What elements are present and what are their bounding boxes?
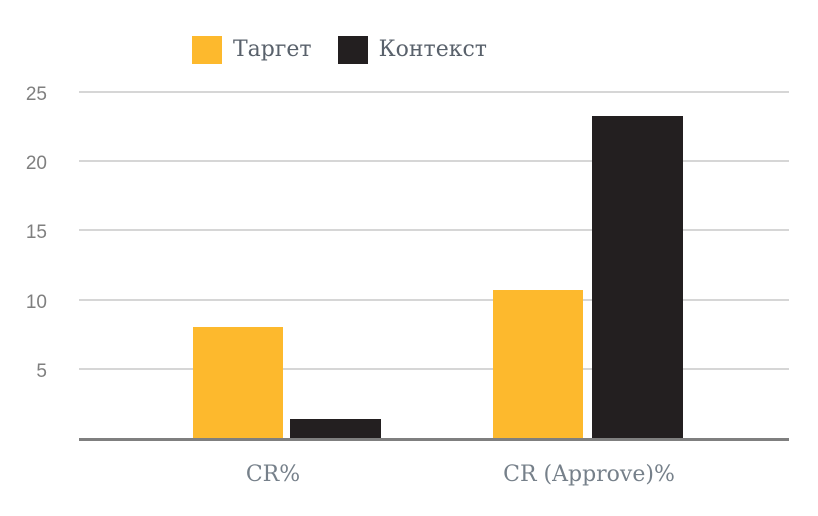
y-axis-tick-label: 5 — [36, 360, 47, 382]
legend-label-target: Таргет — [233, 37, 312, 62]
x-axis-label-cr-approve: CR (Approve)% — [503, 462, 675, 487]
y-axis-tick-label: 15 — [25, 222, 47, 244]
legend-item-context: Контекст — [337, 36, 487, 64]
bar-context-2 — [592, 115, 683, 438]
gridline — [79, 298, 789, 301]
legend-swatch-context-icon — [337, 36, 368, 64]
y-axis: 5 10 15 20 25 — [0, 0, 47, 516]
legend-swatch-target-icon — [192, 36, 222, 64]
bar-target-2 — [493, 289, 583, 438]
gridline — [79, 91, 789, 93]
bar-context-1 — [290, 418, 381, 438]
legend-item-target: Таргет — [192, 36, 312, 64]
legend-label-context: Контекст — [378, 37, 487, 62]
y-axis-tick-label: 25 — [25, 84, 47, 105]
gridline — [79, 367, 789, 370]
x-axis-line — [79, 438, 789, 441]
plot-area — [79, 91, 789, 438]
gridline — [79, 229, 789, 232]
chart-legend: Таргет Контекст — [192, 36, 487, 64]
x-axis-label-cr: CR% — [245, 462, 301, 487]
bar-target-1 — [193, 327, 283, 438]
y-axis-tick-label: 20 — [25, 153, 47, 175]
gridline — [79, 160, 789, 163]
y-axis-tick-label: 10 — [25, 291, 47, 313]
